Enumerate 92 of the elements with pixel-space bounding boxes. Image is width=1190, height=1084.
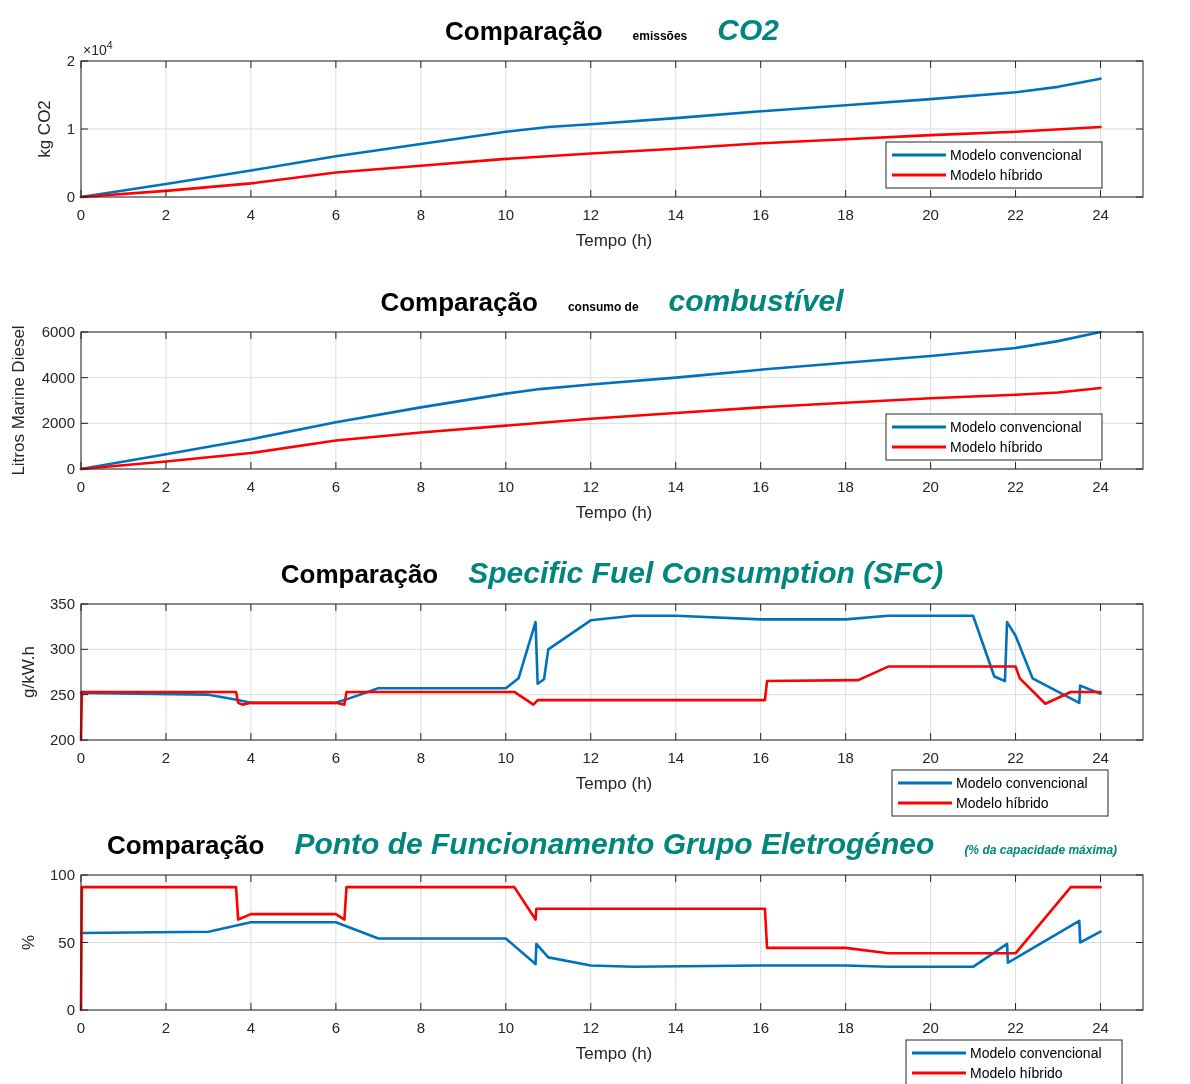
- y-tick-label: 50: [58, 933, 75, 951]
- y-tick-label: 250: [49, 685, 75, 703]
- text: ×10$^{4}$: [83, 39, 113, 58]
- x-axis-title: Tempo (h): [575, 774, 653, 793]
- x-axis-title: Tempo (h): [575, 503, 653, 522]
- x-tick-label: 12: [582, 478, 600, 495]
- y-tick-label: 4000: [41, 368, 75, 386]
- x-tick-label: 24: [1092, 749, 1109, 766]
- legend-label: Modelo híbrido: [970, 1065, 1063, 1081]
- y-axis-title: %: [19, 934, 38, 951]
- x-axis-title: Tempo (h): [575, 1044, 653, 1063]
- x-tick-label: 22: [1007, 478, 1024, 495]
- x-tick-label: 12: [582, 206, 600, 223]
- y-tick-label: 0: [66, 460, 75, 477]
- x-tick-label: 8: [416, 206, 426, 223]
- x-tick-label: 20: [922, 478, 939, 495]
- x-tick-label: 16: [752, 206, 770, 223]
- y-tick-label: 1: [66, 120, 75, 137]
- legend-label: Modelo convencional: [956, 775, 1088, 791]
- x-tick-label: 24: [1092, 206, 1109, 223]
- y-axis-title: Litros Marine Diesel: [9, 325, 28, 476]
- x-tick-label: 22: [1007, 749, 1024, 766]
- y-tick-label: 2000: [41, 414, 75, 432]
- y-tick-label: 0: [66, 1001, 75, 1018]
- x-tick-label: 4: [246, 1019, 256, 1036]
- chart-title: Comparação: [380, 287, 538, 317]
- x-tick-label: 20: [922, 206, 939, 223]
- x-tick-label: 10: [497, 1019, 515, 1036]
- x-tick-label: 10: [497, 749, 515, 766]
- x-tick-label: 22: [1007, 1019, 1024, 1036]
- x-tick-label: 24: [1092, 1019, 1109, 1036]
- legend-label: Modelo convencional: [970, 1045, 1102, 1061]
- x-tick-label: 2: [161, 206, 171, 223]
- x-tick-label: 2: [161, 478, 171, 495]
- x-axis-title: Tempo (h): [575, 231, 653, 250]
- chart-subtitle: combustível: [668, 284, 845, 317]
- chart-subtitle: Ponto de Funcionamento Grupo Eletrogéneo: [294, 827, 935, 860]
- y-tick-label: 2: [66, 52, 75, 69]
- x-tick-label: 14: [667, 749, 685, 766]
- x-tick-label: 18: [837, 1019, 854, 1036]
- y-axis-title: g/kW.h: [19, 646, 38, 698]
- y-tick-label: 300: [49, 640, 75, 658]
- y-tick-label: 100: [49, 866, 75, 883]
- x-tick-label: 14: [667, 478, 685, 495]
- x-tick-label: 6: [331, 1019, 341, 1036]
- x-tick-label: 12: [582, 749, 600, 766]
- y-tick-label: 200: [49, 731, 75, 748]
- x-tick-label: 8: [416, 749, 426, 766]
- x-tick-label: 6: [331, 206, 341, 223]
- x-tick-label: 8: [416, 1019, 426, 1036]
- x-tick-label: 12: [582, 1019, 600, 1036]
- x-tick-label: 14: [667, 206, 685, 223]
- chart-title: Comparação: [280, 559, 439, 589]
- x-tick-label: 6: [331, 478, 341, 495]
- x-tick-label: 18: [837, 206, 854, 223]
- line-series: [79, 77, 1102, 199]
- x-tick-label: 10: [497, 478, 515, 495]
- y-tick-label: 0: [66, 188, 75, 205]
- text: emissões: [632, 29, 688, 43]
- x-tick-label: 18: [837, 749, 854, 766]
- x-tick-label: 2: [161, 749, 171, 766]
- x-tick-label: 4: [246, 206, 256, 223]
- legend-label: Modelo convencional: [950, 147, 1082, 163]
- legend-label: Modelo híbrido: [956, 795, 1049, 811]
- x-tick-label: 20: [922, 1019, 939, 1036]
- chart-title: Comparação: [106, 830, 265, 860]
- legend-label: Modelo híbrido: [950, 439, 1043, 455]
- y-tick-label: 350: [49, 595, 75, 612]
- x-tick-label: 8: [416, 478, 426, 495]
- chart-subtitle: Specific Fuel Consumption (SFC): [468, 556, 944, 589]
- x-tick-label: 16: [752, 1019, 770, 1036]
- x-tick-label: 16: [752, 749, 770, 766]
- chart-subtitle: CO2: [717, 13, 780, 46]
- text: (% da capacidade máxima): [964, 843, 1118, 857]
- legend-label: Modelo híbrido: [950, 167, 1043, 183]
- x-tick-label: 10: [497, 206, 515, 223]
- x-tick-label: 4: [246, 478, 256, 495]
- x-tick-label: 18: [837, 478, 854, 495]
- x-tick-label: 4: [246, 749, 256, 766]
- y-axis-title: kg CO2: [35, 100, 54, 158]
- line-series: [79, 330, 1102, 471]
- x-tick-label: 14: [667, 1019, 685, 1036]
- x-tick-label: 6: [331, 749, 341, 766]
- x-tick-label: 22: [1007, 206, 1024, 223]
- text: consumo de: [567, 300, 639, 314]
- x-tick-label: 2: [161, 1019, 171, 1036]
- x-tick-label: 24: [1092, 478, 1109, 495]
- chart-title: Comparação: [445, 16, 603, 46]
- x-tick-label: 16: [752, 478, 770, 495]
- y-tick-label: 6000: [41, 323, 75, 340]
- legend-label: Modelo convencional: [950, 419, 1082, 435]
- x-tick-label: 20: [922, 749, 939, 766]
